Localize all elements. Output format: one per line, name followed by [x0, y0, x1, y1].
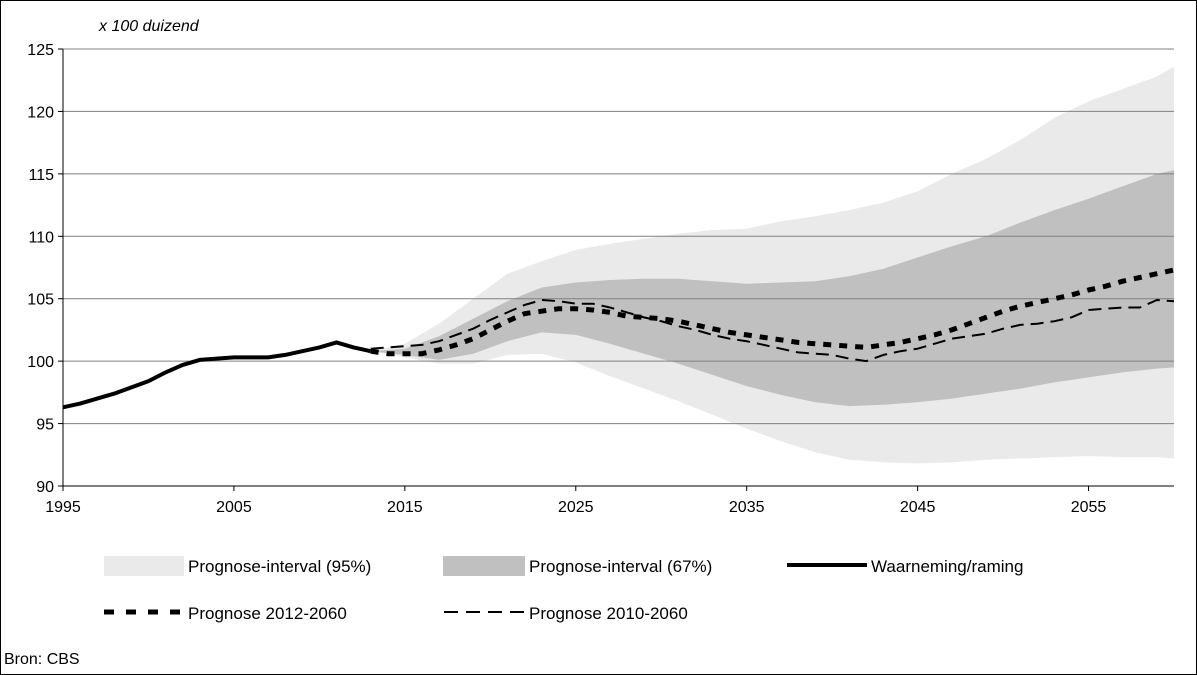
legend-swatch-band95: [104, 556, 184, 576]
axes: 90 95 100 105 110 115 120 125 1995 2005 2015 2025 20…: [27, 42, 1174, 516]
x-tick-label: 2055: [1071, 499, 1107, 516]
legend-label: Waarneming/raming: [871, 557, 1023, 576]
legend-label: Prognose 2012-2060: [188, 604, 347, 623]
x-tick-label: 2045: [900, 499, 936, 516]
legend-label: Prognose-interval (95%): [188, 557, 371, 576]
prog2010-line: [370, 299, 1175, 363]
y-tick-label: 105: [27, 292, 54, 309]
y-tick-label: 100: [27, 354, 54, 371]
y-tick-label: 115: [28, 167, 54, 184]
observed-line: [62, 340, 372, 410]
y-tick-label: 125: [27, 42, 54, 59]
band67-area: [370, 170, 1174, 407]
y-tick-label: 90: [36, 479, 54, 496]
legend-swatch-band67: [443, 556, 525, 576]
x-tick-label: 2005: [216, 499, 252, 516]
y-tick-label: 95: [36, 417, 54, 434]
x-tick-label: 1995: [45, 499, 81, 516]
legend: Prognose-interval (95%) Prognose-interval…: [104, 556, 1023, 623]
y-tick-label: 110: [28, 229, 54, 246]
source-note: Bron: CBS: [4, 651, 80, 668]
x-tick-label: 2015: [387, 499, 423, 516]
legend-label: Prognose 2010-2060: [529, 604, 688, 623]
y-unit-label: x 100 duizend: [98, 18, 200, 35]
y-tick-label: 120: [27, 104, 54, 121]
series-lines: [62, 267, 1175, 410]
x-tick-label: 2025: [558, 499, 594, 516]
grid-lines: [63, 48, 1174, 425]
legend-label: Prognose-interval (67%): [529, 557, 712, 576]
x-tick-label: 2035: [729, 499, 765, 516]
prognosis-bands: [370, 66, 1174, 464]
